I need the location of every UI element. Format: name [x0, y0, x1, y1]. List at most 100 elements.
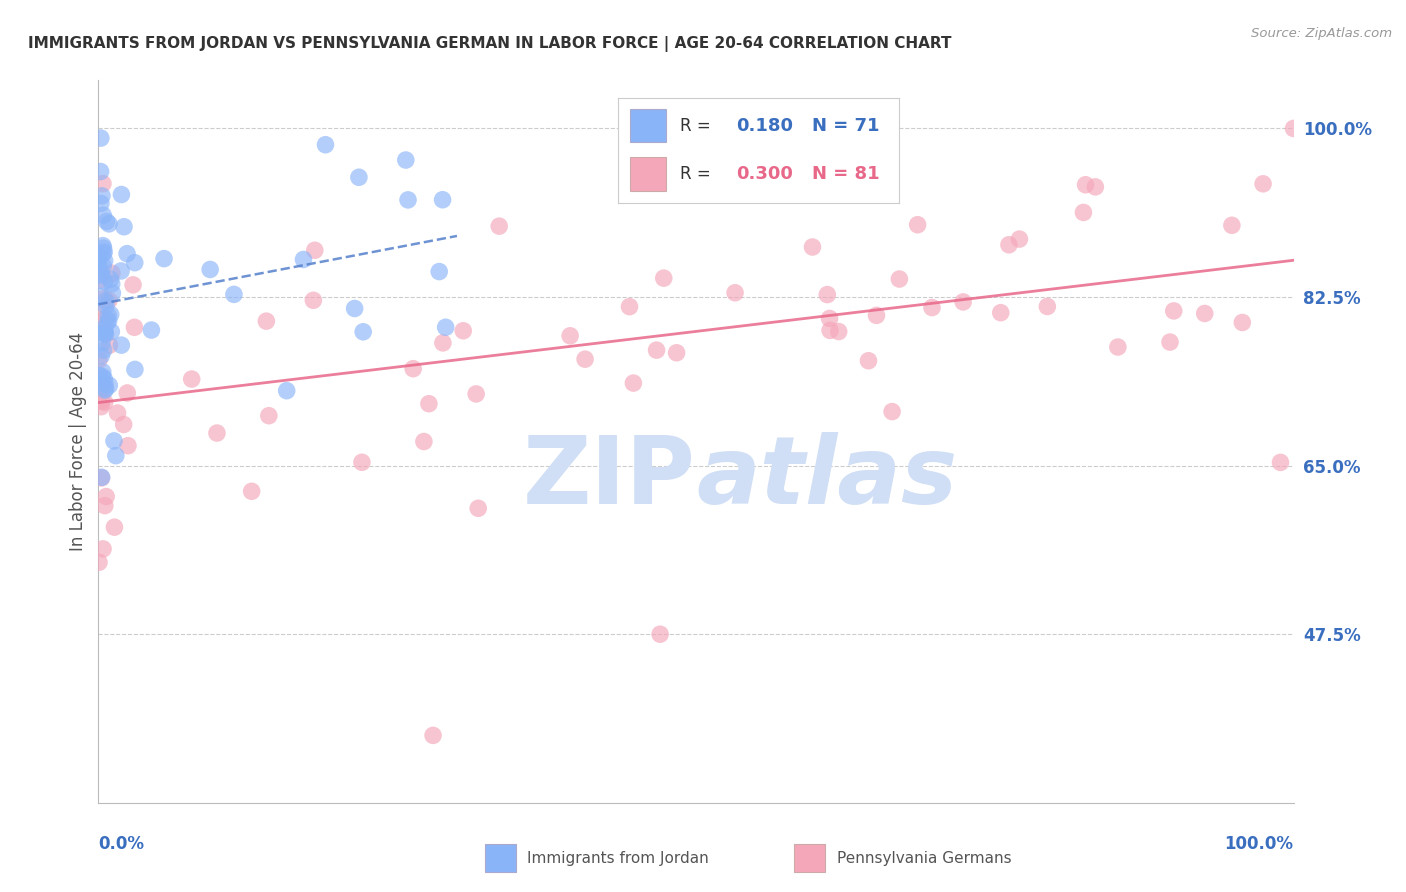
- Point: [412, 434, 434, 449]
- Point: [90, 196, 112, 211]
- Point: [122, 277, 145, 292]
- Point: [112, 417, 135, 432]
- Point: [1107, 340, 1129, 354]
- Point: [90, 470, 112, 484]
- Text: Pennsylvania Germans: Pennsylvania Germans: [837, 851, 1011, 865]
- Point: [952, 294, 974, 309]
- Point: [124, 362, 146, 376]
- Point: [90, 131, 112, 145]
- Point: [315, 137, 337, 152]
- Point: [93, 292, 115, 306]
- Point: [91, 369, 114, 384]
- Point: [141, 323, 163, 337]
- Point: [1074, 178, 1097, 192]
- Point: [104, 449, 127, 463]
- Point: [94, 299, 117, 313]
- Point: [422, 728, 444, 742]
- Point: [254, 314, 277, 328]
- Y-axis label: In Labor Force | Age 20-64: In Labor Force | Age 20-64: [69, 332, 87, 551]
- Point: [89, 261, 111, 276]
- Point: [396, 193, 419, 207]
- Point: [94, 311, 117, 326]
- Point: [180, 372, 202, 386]
- Point: [91, 177, 114, 191]
- Text: 100.0%: 100.0%: [1225, 835, 1294, 854]
- Point: [91, 208, 114, 222]
- Point: [100, 308, 122, 322]
- Point: [418, 397, 440, 411]
- Point: [93, 395, 115, 409]
- Point: [648, 627, 672, 641]
- Point: [97, 308, 120, 322]
- Point: [347, 170, 370, 185]
- Point: [94, 327, 117, 342]
- Point: [352, 325, 374, 339]
- Point: [94, 325, 117, 339]
- Point: [467, 501, 489, 516]
- Point: [432, 335, 454, 350]
- Point: [304, 244, 326, 258]
- Point: [652, 271, 675, 285]
- Point: [90, 164, 112, 178]
- Point: [101, 266, 124, 280]
- Point: [90, 393, 112, 408]
- Point: [91, 246, 114, 260]
- Point: [91, 541, 114, 556]
- Point: [222, 287, 245, 301]
- Point: [858, 353, 880, 368]
- Point: [240, 484, 263, 499]
- Point: [91, 238, 114, 252]
- Point: [801, 240, 824, 254]
- Point: [89, 289, 111, 303]
- Point: [1073, 205, 1095, 219]
- Point: [93, 260, 115, 274]
- Point: [998, 237, 1021, 252]
- Point: [89, 368, 111, 383]
- Point: [645, 343, 668, 358]
- Point: [94, 293, 117, 308]
- Point: [87, 252, 110, 266]
- Point: [665, 345, 688, 359]
- Point: [124, 255, 146, 269]
- Point: [1194, 306, 1216, 320]
- Point: [101, 286, 124, 301]
- Point: [865, 309, 887, 323]
- Point: [107, 406, 129, 420]
- Text: Source: ZipAtlas.com: Source: ZipAtlas.com: [1251, 27, 1392, 40]
- Point: [276, 384, 298, 398]
- Point: [90, 268, 112, 283]
- Point: [96, 490, 118, 504]
- Point: [828, 325, 851, 339]
- Point: [724, 285, 747, 300]
- Point: [343, 301, 366, 316]
- Point: [89, 273, 111, 287]
- Point: [93, 325, 115, 339]
- Point: [98, 378, 121, 392]
- Point: [302, 293, 325, 308]
- Point: [395, 153, 418, 167]
- Text: 0.0%: 0.0%: [98, 835, 145, 854]
- Point: [93, 372, 115, 386]
- Point: [93, 274, 115, 288]
- Point: [90, 349, 112, 363]
- Point: [98, 217, 121, 231]
- Point: [117, 439, 139, 453]
- Point: [1163, 304, 1185, 318]
- Point: [350, 455, 373, 469]
- Point: [818, 323, 841, 337]
- Point: [124, 320, 146, 334]
- Point: [89, 308, 111, 322]
- Point: [87, 250, 110, 264]
- Point: [98, 293, 121, 308]
- Point: [117, 386, 139, 401]
- Point: [488, 219, 510, 234]
- Point: [856, 177, 879, 191]
- Point: [91, 189, 114, 203]
- Point: [87, 555, 110, 569]
- Point: [402, 361, 425, 376]
- Point: [205, 425, 228, 440]
- Point: [432, 193, 454, 207]
- Point: [427, 264, 450, 278]
- Point: [990, 306, 1012, 320]
- Point: [292, 252, 315, 267]
